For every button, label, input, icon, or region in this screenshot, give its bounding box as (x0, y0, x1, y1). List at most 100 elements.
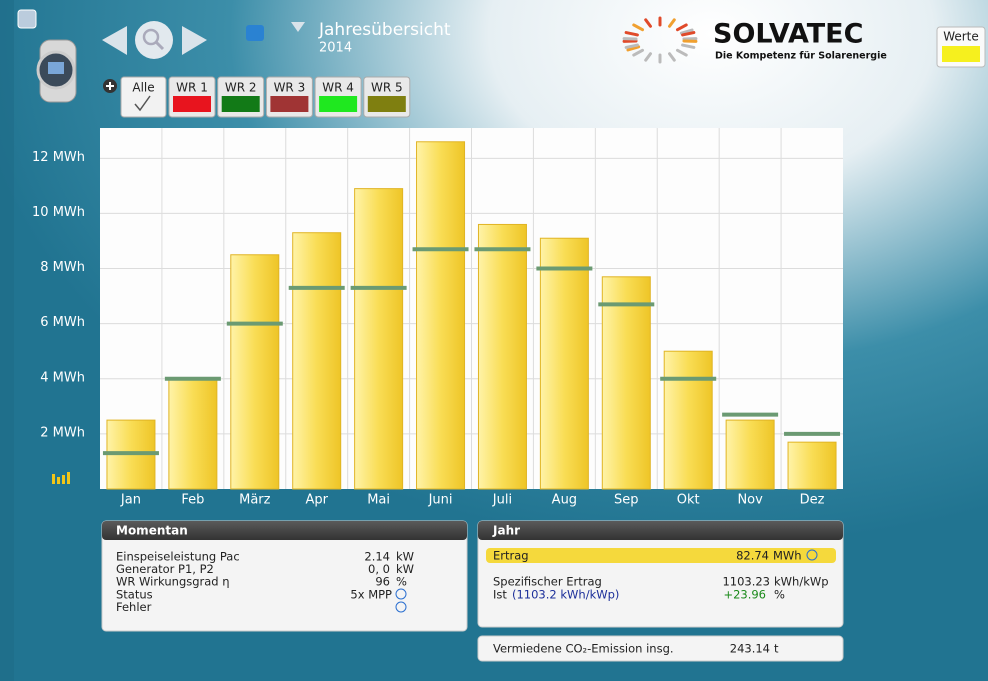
row-value: 96 (375, 575, 390, 589)
next-button[interactable] (182, 26, 207, 55)
bar (601, 276, 651, 490)
bar (230, 254, 280, 490)
brand: SOLVATEC (713, 19, 863, 50)
x-tick-label: März (239, 493, 271, 508)
info-icon[interactable] (395, 601, 407, 613)
tab-swatch (270, 96, 309, 112)
bar (168, 378, 218, 490)
panel-title: Jahr (492, 524, 520, 538)
x-tick-label: Sep (614, 493, 639, 508)
search-button[interactable] (135, 21, 173, 59)
row-label: Generator P1, P2 (116, 562, 214, 576)
tab-label: WR 4 (322, 81, 354, 95)
logo-ray (626, 45, 641, 52)
logo-ray (644, 18, 652, 28)
window-icon[interactable] (17, 9, 37, 29)
logo-ray (675, 48, 688, 57)
info-icon[interactable] (806, 549, 818, 561)
x-tick-label: Okt (677, 493, 700, 508)
tab-swatch (367, 96, 406, 112)
y-tick-label: 12 MWh (32, 150, 85, 165)
ertrag-unit: MWh (773, 549, 802, 563)
bar (663, 350, 713, 490)
co2-label: Vermiedene CO₂-Emission insg. (493, 642, 674, 656)
row-value: 2.14 (364, 550, 390, 564)
co2-unit: t (774, 642, 779, 656)
ertrag-highlight (486, 548, 836, 563)
logo-mark (622, 16, 698, 64)
bar (292, 232, 342, 490)
tab-swatch (173, 96, 211, 112)
x-tick-label: Apr (305, 493, 328, 508)
logo-ray (668, 52, 676, 62)
co2-panel (477, 635, 844, 662)
tab-swatch (221, 96, 260, 112)
logo-ray (668, 18, 676, 28)
x-tick-label: Mai (367, 493, 390, 508)
logo-ray (624, 31, 639, 37)
y-tick-label: 6 MWh (40, 315, 85, 330)
left-edge (0, 0, 14, 681)
x-tick-label: Juli (492, 493, 512, 508)
logo-ray (624, 43, 639, 49)
ist-label: Ist (493, 588, 507, 602)
check-glyph (134, 95, 151, 112)
bar (539, 237, 589, 490)
row-unit: % (396, 575, 407, 589)
panel-header (102, 521, 467, 540)
logo-ray (644, 52, 652, 62)
row-unit: kW (396, 562, 414, 576)
bar (477, 223, 527, 490)
row-label: Status (116, 587, 153, 601)
ist-reference: (1103.2 kWh/kWp) (512, 588, 619, 602)
tab-label: Alle (132, 81, 154, 95)
y-tick-label: 8 MWh (40, 260, 85, 275)
values-label: Werte (943, 30, 979, 44)
specific-unit: kWh/kWp (774, 575, 829, 589)
x-tick-label: Aug (552, 493, 577, 508)
prev-button[interactable] (102, 26, 127, 55)
ertrag-label: Ertrag (493, 549, 529, 563)
row-value: 0, 0 (368, 562, 390, 576)
tab-label: WR 2 (225, 81, 257, 95)
row-label: WR Wirkungsgrad η (116, 575, 230, 589)
row-unit: kW (396, 550, 414, 564)
add-glyph (106, 82, 114, 90)
panel-title: Momentan (116, 524, 188, 538)
panel-header (478, 521, 843, 540)
logo-ray (681, 43, 696, 49)
calendar-button[interactable] (246, 25, 264, 41)
ertrag-value: 82.74 (736, 549, 769, 563)
dropdown[interactable] (291, 22, 305, 32)
ist-deviation: +23.96 (723, 588, 766, 602)
info-icon[interactable] (395, 588, 407, 600)
y-tick-label: 10 MWh (32, 205, 85, 220)
x-tick-label: Nov (737, 493, 763, 508)
tab-label: WR 1 (176, 81, 208, 95)
co2-value: 243.14 (730, 642, 770, 656)
x-tick-label: Feb (181, 493, 204, 508)
slogan: Die Kompetenz für Solarenergie (715, 51, 887, 62)
x-tick-label: Dez (800, 493, 825, 508)
specific-label: Spezifischer Ertrag (493, 575, 602, 589)
row-label: Einspeiseleistung Pac (116, 550, 240, 564)
tab-label: WR 5 (371, 81, 403, 95)
tab[interactable] (120, 76, 167, 118)
values-swatch (942, 46, 980, 62)
specific-value: 1103.23 (722, 575, 770, 589)
year: 2014 (319, 41, 352, 56)
tab-label: WR 3 (274, 81, 306, 95)
bar (354, 188, 404, 490)
bar (725, 419, 775, 490)
search-glyph (154, 40, 165, 51)
tab-swatch (319, 96, 358, 112)
logo-ray (632, 23, 645, 32)
bar (416, 141, 466, 490)
y-tick-label: 2 MWh (40, 425, 85, 440)
search-glyph (142, 28, 160, 46)
logo-ray (632, 48, 645, 57)
logo-ray (679, 28, 694, 35)
logo-ray (675, 23, 688, 32)
chart-type-icon (52, 472, 70, 484)
